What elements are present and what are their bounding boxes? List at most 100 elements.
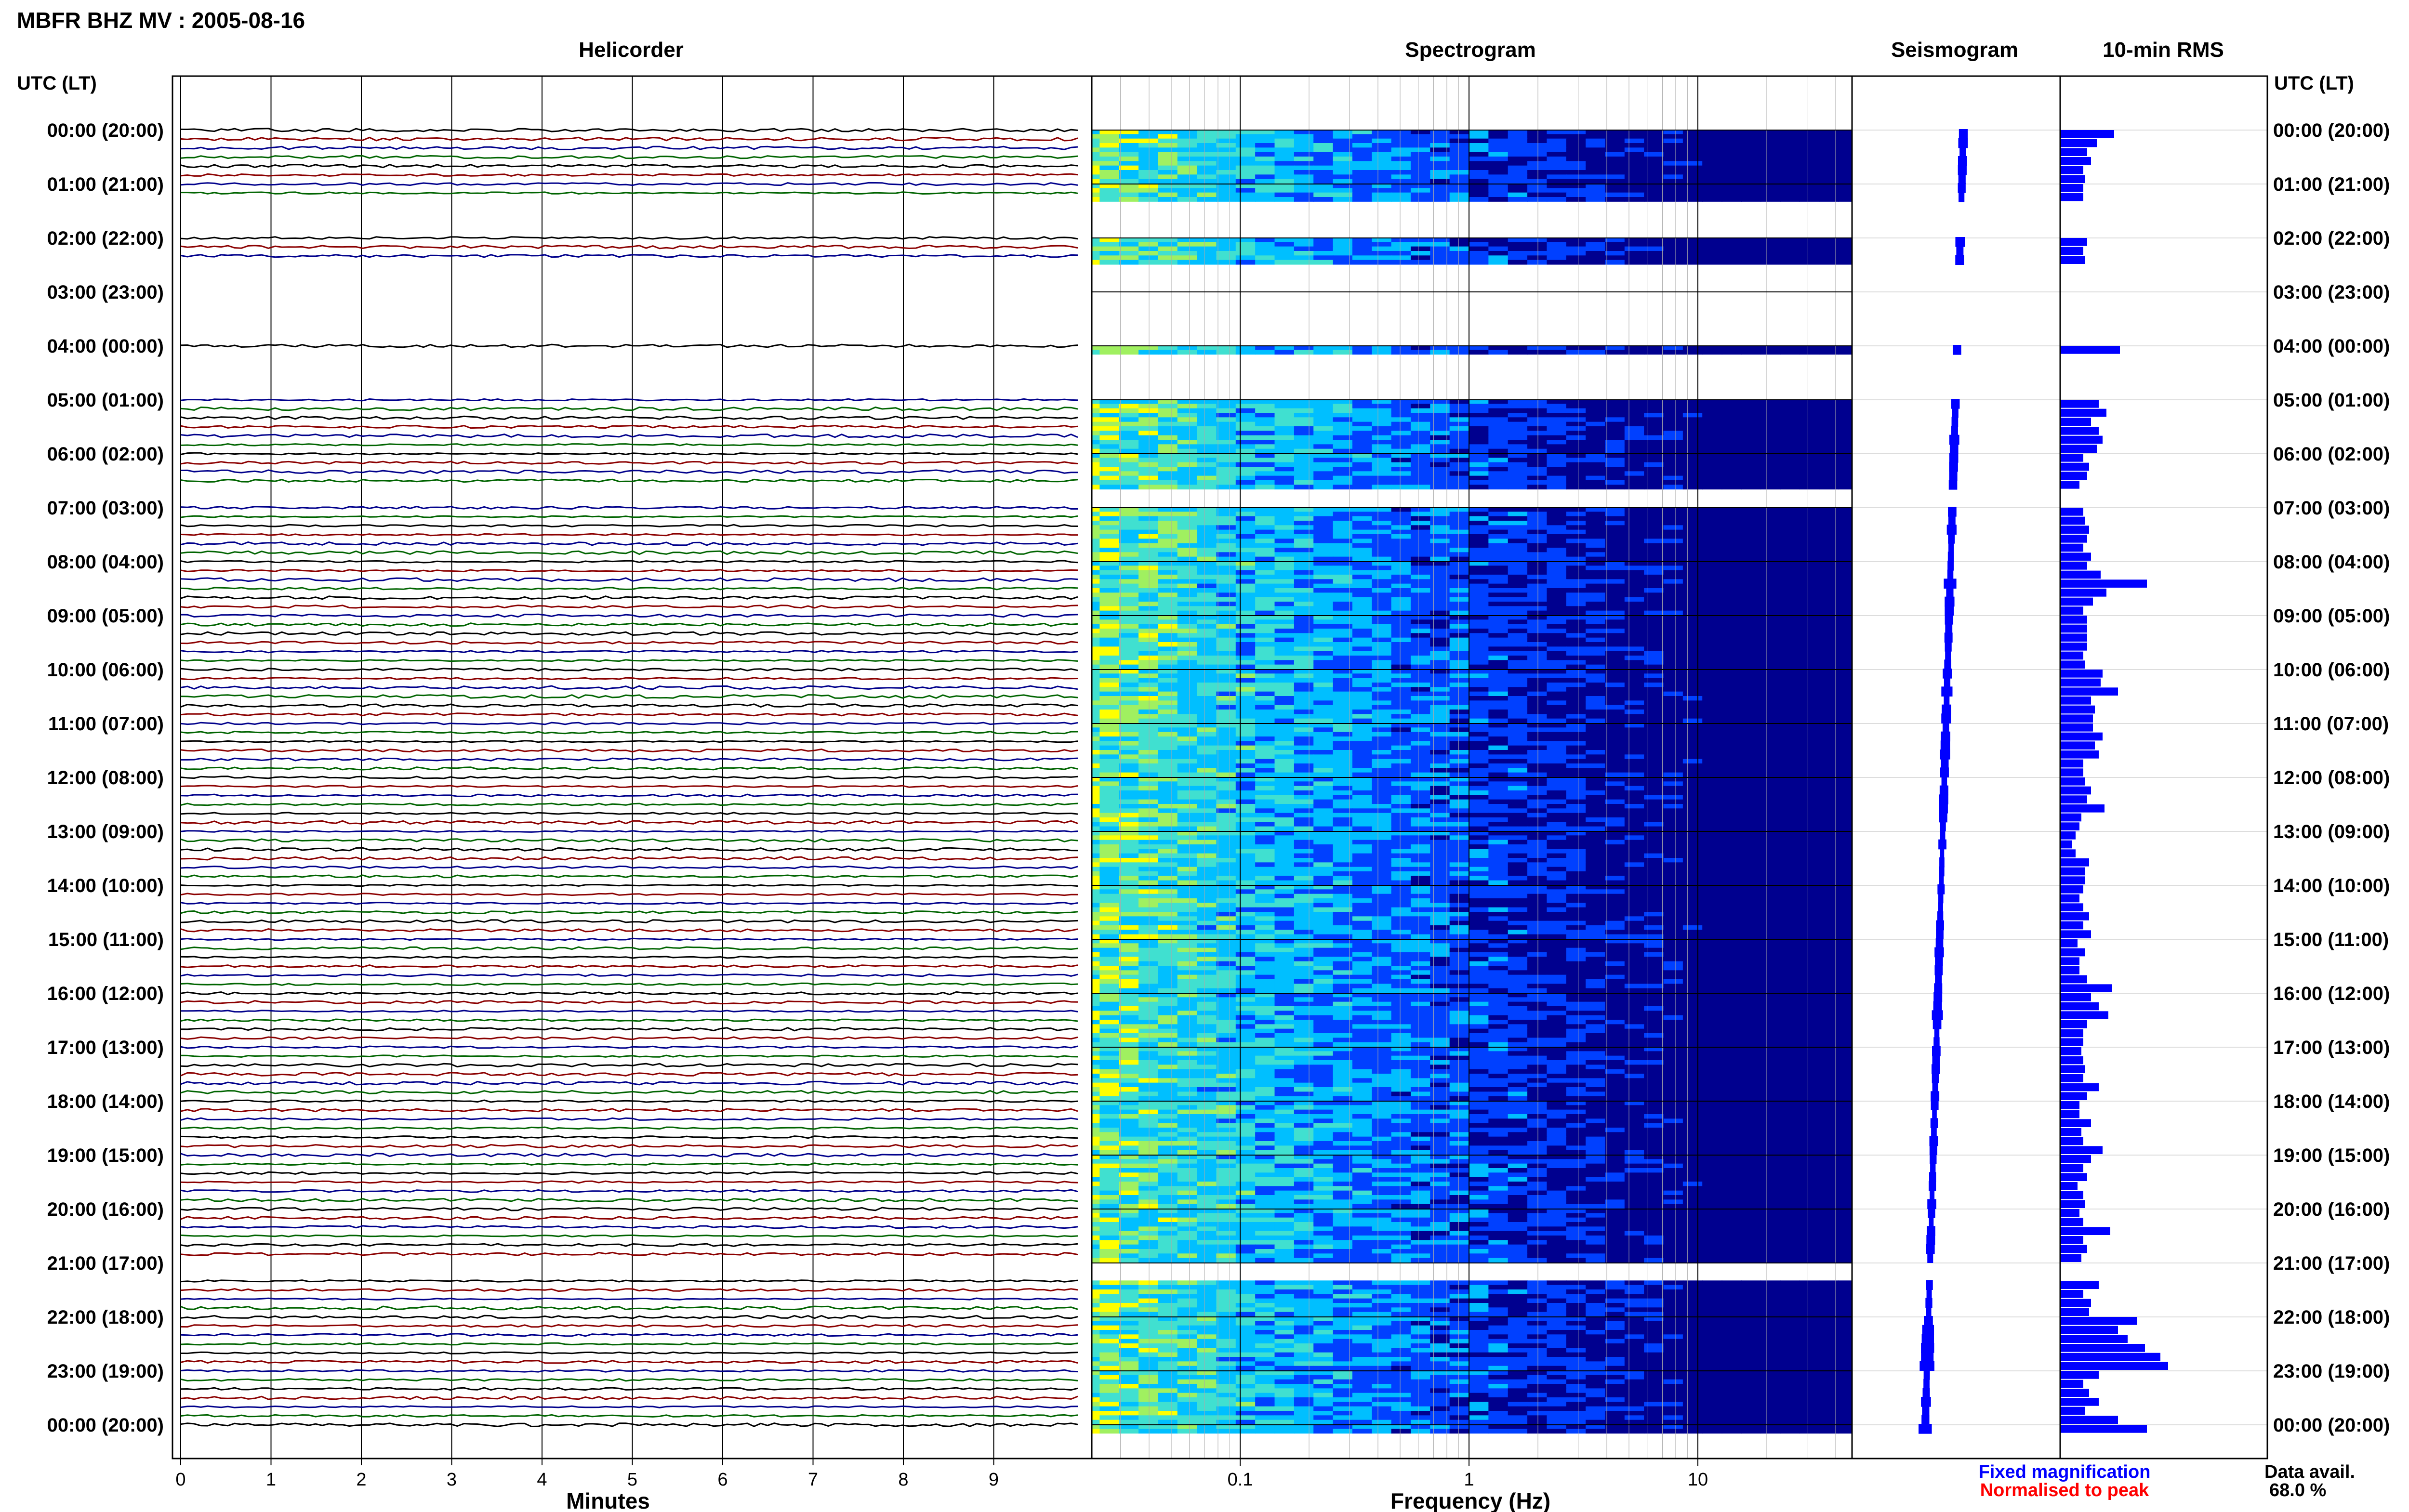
spectrogram-cell	[1216, 161, 1236, 166]
spectrogram-cell	[1624, 858, 1645, 863]
spectrogram-cell	[1138, 539, 1159, 544]
spectrogram-cell	[1469, 521, 1489, 526]
spectrogram-cell	[1741, 606, 1761, 611]
spectrogram-cell	[1702, 444, 1722, 449]
spectrogram-cell	[1721, 431, 1742, 436]
spectrogram-cell	[1488, 516, 1509, 521]
spectrogram-cell	[1216, 629, 1236, 633]
spectrogram-cell	[1410, 750, 1431, 755]
spectrogram-cell	[1255, 184, 1275, 188]
spectrogram-cell	[1158, 664, 1178, 670]
spectrogram-cell	[1430, 660, 1450, 665]
spectrogram-cell	[1741, 534, 1761, 539]
spectrogram-cell	[1508, 246, 1528, 251]
spectrogram-cell	[1644, 467, 1664, 472]
spectrogram-cell	[1469, 597, 1489, 602]
spectrogram-cell	[1799, 246, 1820, 251]
spectrogram-cell	[1177, 579, 1198, 584]
spectrogram-cell	[1760, 642, 1781, 647]
spectrogram-cell	[1624, 763, 1645, 768]
spectrogram-cell	[1177, 161, 1198, 166]
spectrogram-cell	[1760, 179, 1781, 184]
spectrogram-cell	[1138, 754, 1159, 760]
spectrogram-cell	[1527, 588, 1548, 593]
spectrogram-cell	[1469, 548, 1489, 552]
spectrogram-cell	[1449, 673, 1469, 679]
time-label-left: 15:00 (11:00)	[48, 929, 164, 950]
spectrogram-cell	[1294, 588, 1314, 593]
spectrogram-cell	[1294, 184, 1314, 188]
spectrogram-cell	[1099, 745, 1120, 750]
spectrogram-cell	[1838, 404, 1853, 409]
spectrogram-cell	[1702, 745, 1722, 750]
spectrogram-cell	[1605, 799, 1625, 804]
spectrogram-cell	[1177, 134, 1198, 139]
spectrogram-cell	[1702, 543, 1722, 548]
spectrogram-cell	[1741, 165, 1761, 171]
spectrogram-cell	[1547, 741, 1567, 746]
spectrogram-cell	[1741, 565, 1761, 571]
spectrogram-cell	[1702, 413, 1722, 418]
spectrogram-cell	[1838, 763, 1853, 768]
spectrogram-cell	[1566, 138, 1587, 144]
spectrogram-cell	[1624, 475, 1645, 481]
spectrogram-cell	[1469, 165, 1489, 171]
spectrogram-cell	[1177, 678, 1198, 683]
spectrogram-cell	[1799, 188, 1820, 193]
spectrogram-cell	[1682, 745, 1703, 750]
spectrogram-cell	[1469, 480, 1489, 485]
spectrogram-cell	[1410, 417, 1431, 422]
spectrogram-cell	[1702, 736, 1722, 741]
spectrogram-cell	[1469, 759, 1489, 764]
spectrogram-cell	[1313, 696, 1334, 701]
spectrogram-cell	[1488, 795, 1509, 800]
spectrogram-cell	[1838, 458, 1853, 463]
spectrogram-cell	[1682, 440, 1703, 445]
spectrogram-cell	[1663, 462, 1683, 467]
time-label-left: 23:00 (19:00)	[47, 1361, 164, 1382]
spectrogram-cell	[1682, 512, 1703, 517]
spectrogram-cell	[1177, 404, 1198, 409]
spectrogram-cell	[1663, 588, 1683, 593]
spectrogram-cell	[1177, 700, 1198, 706]
spectrogram-cell	[1741, 170, 1761, 175]
spectrogram-cell	[1547, 781, 1567, 787]
spectrogram-cell	[1313, 736, 1334, 741]
spectrogram-cell	[1197, 579, 1217, 584]
spectrogram-cell	[1274, 673, 1295, 679]
spectrogram-cell	[1410, 188, 1431, 193]
spectrogram-cell	[1294, 251, 1314, 256]
spectrogram-cell	[1255, 421, 1275, 427]
spectrogram-cell	[1177, 197, 1198, 202]
spectrogram-cell	[1508, 642, 1528, 647]
spectrogram-cell	[1255, 143, 1275, 148]
spectrogram-cell	[1624, 723, 1645, 728]
spectrogram-cell	[1255, 475, 1275, 481]
spectrogram-cell	[1721, 579, 1742, 584]
spectrogram-cell	[1799, 633, 1820, 638]
spectrogram-cell	[1702, 539, 1722, 544]
spectrogram-cell	[1430, 858, 1450, 863]
spectrogram-cell	[1605, 804, 1625, 809]
spectrogram-cell	[1624, 669, 1645, 674]
spectrogram-cell	[1780, 556, 1800, 562]
spectrogram-cell	[1158, 521, 1178, 526]
spectrogram-cell	[1682, 251, 1703, 256]
spectrogram-cell	[1780, 521, 1800, 526]
spectrogram-cell	[1158, 404, 1178, 409]
spectrogram-cell	[1372, 844, 1392, 849]
spectrogram-cell	[1624, 790, 1645, 795]
spectrogram-cell	[1352, 849, 1373, 854]
spectrogram-cell	[1819, 844, 1839, 849]
spectrogram-cell	[1780, 705, 1800, 710]
spectrogram-cell	[1566, 822, 1587, 827]
spectrogram-cell	[1255, 462, 1275, 467]
spectrogram-cell	[1119, 197, 1139, 202]
spectrogram-cell	[1488, 431, 1509, 436]
spectrogram-cell	[1586, 147, 1606, 153]
spectrogram-cell	[1566, 413, 1587, 418]
spectrogram-cell	[1780, 763, 1800, 768]
spectrogram-cell	[1663, 147, 1683, 153]
spectrogram-cell	[1741, 669, 1761, 674]
spectrogram-cell	[1197, 619, 1217, 625]
